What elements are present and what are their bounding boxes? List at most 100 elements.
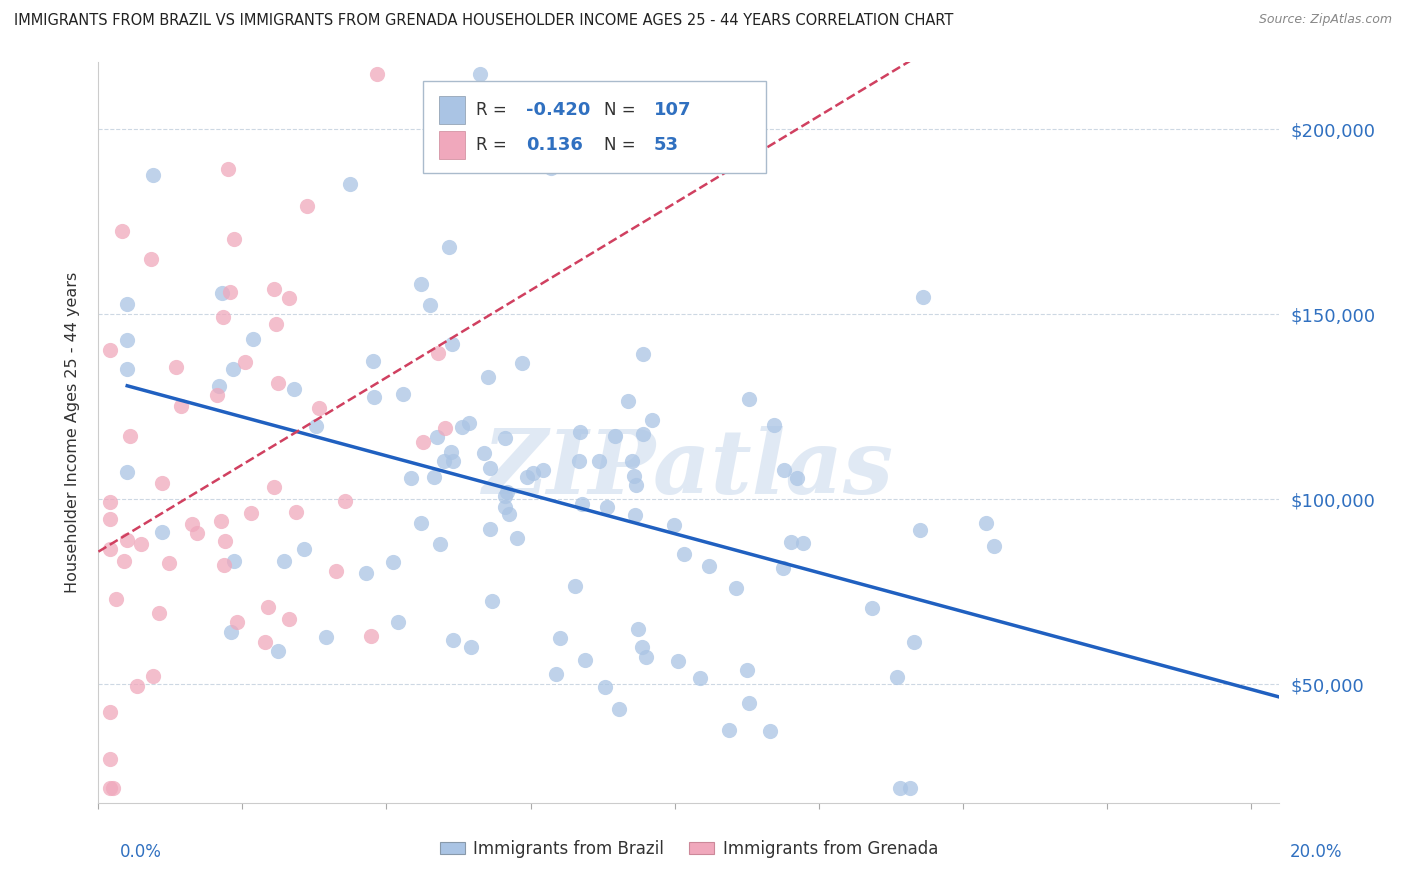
Point [98, 512, 121, 526]
Point [772, 560, 794, 574]
Text: -0.420: -0.420 [526, 101, 591, 119]
Point [219, 285, 242, 299]
Point [505, 531, 527, 545]
Point [129, 537, 152, 551]
Point [254, 634, 277, 648]
Point [620, 454, 643, 468]
Point [98, 343, 121, 358]
Point [427, 346, 450, 360]
Point [564, 579, 586, 593]
Point [273, 554, 295, 568]
Point [433, 454, 456, 468]
Point [226, 615, 249, 630]
Point [697, 558, 720, 573]
Point [209, 514, 232, 528]
Point [571, 497, 593, 511]
Point [889, 780, 911, 795]
Point [98, 541, 121, 556]
Point [912, 290, 935, 304]
Point [546, 667, 568, 681]
Point [460, 640, 482, 654]
Point [440, 337, 463, 351]
Point [738, 696, 761, 710]
Text: R =: R = [477, 136, 508, 153]
Point [458, 416, 481, 430]
Point [150, 524, 173, 539]
Point [666, 654, 689, 668]
Text: N =: N = [605, 101, 636, 119]
Point [792, 536, 814, 550]
Point [773, 463, 796, 477]
Point [98, 780, 121, 795]
Point [239, 506, 262, 520]
Point [148, 606, 170, 620]
Point [441, 454, 464, 468]
Point [222, 361, 245, 376]
Point [125, 679, 148, 693]
Point [387, 615, 409, 630]
Point [908, 524, 931, 538]
Point [110, 224, 132, 238]
Point [470, 66, 492, 80]
Point [735, 663, 758, 677]
Point [759, 723, 782, 738]
Point [441, 632, 464, 647]
Point [142, 169, 165, 183]
Point [267, 376, 290, 390]
Point [98, 752, 121, 766]
Point [569, 425, 592, 439]
Point [118, 429, 141, 443]
Point [115, 361, 138, 376]
Point [494, 431, 516, 445]
Point [112, 554, 135, 568]
Point [574, 653, 596, 667]
Point [440, 444, 463, 458]
Point [983, 539, 1005, 553]
Text: N =: N = [605, 136, 636, 153]
Point [624, 477, 647, 491]
Point [115, 533, 138, 548]
Point [478, 461, 501, 475]
Point [222, 232, 245, 246]
Point [222, 554, 245, 568]
Point [212, 310, 235, 325]
Point [211, 286, 233, 301]
Point [531, 463, 554, 477]
Point [481, 593, 503, 607]
Text: 0.0%: 0.0% [120, 843, 162, 861]
FancyBboxPatch shape [439, 130, 464, 159]
Point [392, 387, 415, 401]
Point [689, 671, 711, 685]
Point [242, 333, 264, 347]
Point [550, 631, 572, 645]
Text: 20.0%: 20.0% [1291, 843, 1343, 861]
Text: R =: R = [477, 101, 508, 119]
Point [898, 780, 921, 795]
Point [974, 516, 997, 531]
Text: Source: ZipAtlas.com: Source: ZipAtlas.com [1258, 13, 1392, 27]
Point [498, 507, 520, 521]
FancyBboxPatch shape [439, 95, 464, 124]
Point [285, 505, 308, 519]
Point [516, 469, 538, 483]
Point [496, 484, 519, 499]
Point [477, 369, 499, 384]
Point [479, 522, 502, 536]
Point [333, 494, 356, 508]
Legend: Immigrants from Brazil, Immigrants from Grenada: Immigrants from Brazil, Immigrants from … [433, 833, 945, 865]
Point [207, 379, 229, 393]
Point [233, 354, 256, 368]
Point [267, 644, 290, 658]
Point [631, 426, 654, 441]
Point [263, 281, 285, 295]
Point [630, 640, 652, 654]
Point [673, 547, 696, 561]
Point [451, 420, 474, 434]
Point [596, 500, 619, 514]
Point [142, 669, 165, 683]
Point [214, 534, 236, 549]
Point [308, 401, 330, 415]
Point [540, 161, 562, 176]
Point [437, 240, 460, 254]
Point [98, 705, 121, 719]
